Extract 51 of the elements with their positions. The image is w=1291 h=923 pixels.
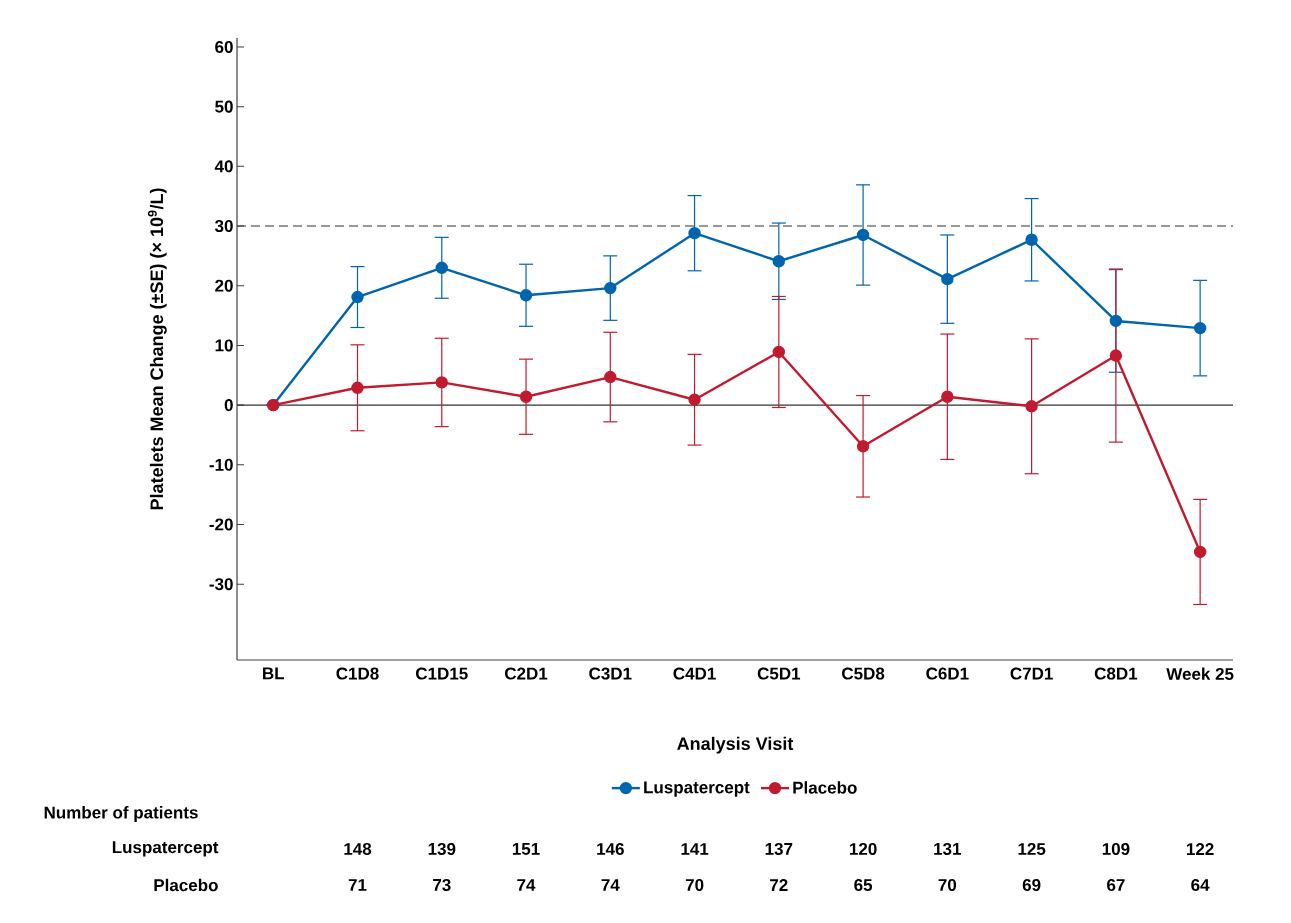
legend-label: Luspatercept [644,781,750,797]
x-tick-label: C1D8 [336,667,379,680]
legend-label: Placebo [793,781,857,794]
text: 70 [685,878,704,892]
text: 146 [597,842,624,856]
x-tick-label: C5D8 [842,667,885,680]
text: 139 [428,842,456,856]
text: 131 [934,842,962,856]
text: 73 [433,878,451,892]
text: 122 [1186,843,1214,855]
text: Placebo [154,878,218,892]
x-tick-label: C8D1 [1094,667,1138,680]
y-tick-label: 60 [215,40,233,53]
text: 151 [512,843,540,855]
text: Number of patients [44,806,198,822]
text: 65 [854,878,873,892]
text: 120 [849,842,877,856]
x-tick-label: BL [263,667,285,680]
x-tick-label: C2D1 [504,667,548,680]
text: 125 [1018,842,1046,856]
x-tick-label: C6D1 [926,667,969,680]
y-tick-label: 20 [215,279,233,292]
text: 137 [765,842,793,856]
text: 70 [938,878,957,892]
y-tick-label: 40 [214,160,233,173]
y-axis-title: Platelets Mean Change (±SE) (× 10$^{9}$/L) [147,188,167,510]
text: 141 [681,843,709,855]
y-tick-label: -30 [209,578,233,591]
text: 148 [344,842,372,856]
text: 71 [348,879,367,891]
x-tick-label: C7D1 [1010,667,1053,680]
y-tick-label: 10 [215,339,233,352]
x-axis-title: Analysis Visit [677,736,794,754]
text: 64 [1191,878,1210,892]
y-tick-label: 0 [224,399,233,412]
x-tick-label: C5D1 [757,667,801,680]
x-tick-label: C4D1 [673,667,716,680]
x-tick-label: C3D1 [589,667,632,680]
text: 74 [601,879,620,891]
text: 74 [517,879,536,891]
text: 72 [770,879,788,891]
y-tick-label: 50 [215,100,233,113]
y-tick-label: -10 [209,458,233,471]
y-tick-label: 30 [214,219,233,233]
text: Luspatercept [112,841,219,857]
y-tick-label: -20 [209,518,233,531]
text: 69 [1022,878,1041,892]
text: 67 [1107,878,1125,892]
text: 109 [1102,842,1130,856]
x-tick-label: Week 25 [1166,667,1234,681]
x-tick-label: C1D15 [416,667,468,680]
